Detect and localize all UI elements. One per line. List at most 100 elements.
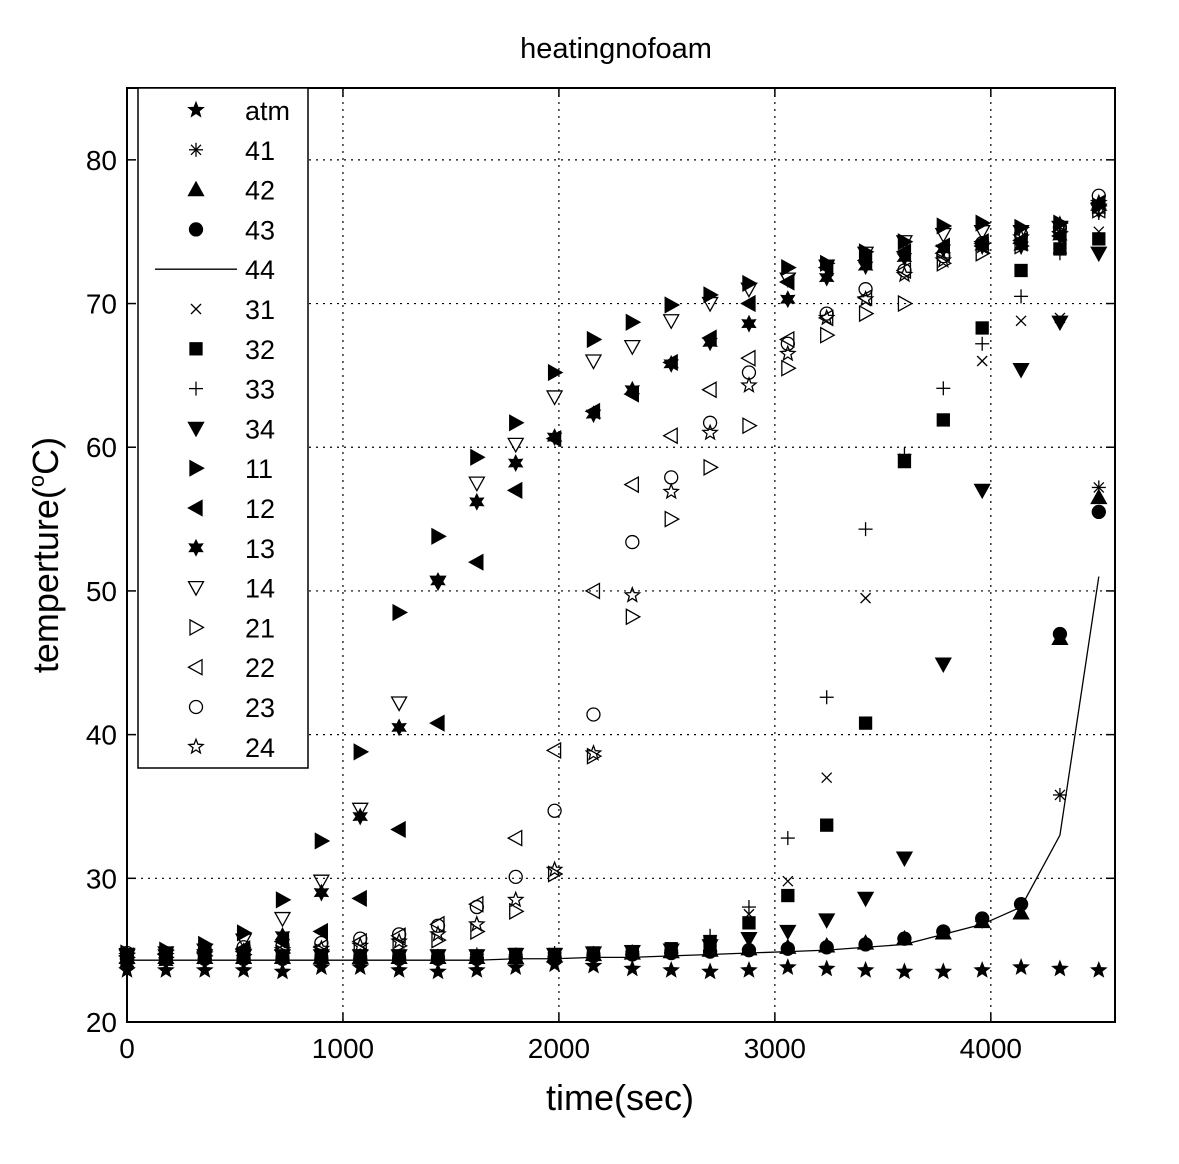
data-point-11	[781, 259, 797, 277]
data-point-34	[662, 943, 680, 959]
legend-marker-33	[189, 381, 203, 396]
data-point-21	[625, 608, 642, 626]
data-point-23	[1052, 220, 1068, 235]
legend-label: atm	[245, 96, 290, 126]
data-point-21	[742, 417, 758, 435]
data-point-24	[429, 924, 447, 942]
data-point-34	[1012, 362, 1030, 379]
data-point-11	[470, 448, 486, 466]
legend-marker-31	[190, 303, 202, 315]
data-point-34	[584, 946, 603, 962]
data-point-42	[1012, 903, 1030, 920]
marker-stroke	[1015, 315, 1027, 327]
data-point-atm	[467, 960, 486, 978]
marker-stroke	[190, 303, 202, 315]
data-point-34	[468, 949, 486, 965]
series-atm	[118, 955, 1108, 980]
data-point-43	[897, 931, 912, 946]
data-point-24	[273, 940, 292, 958]
y-tick-label: 50	[86, 576, 117, 607]
data-point-21	[431, 931, 447, 949]
legend-label: 12	[245, 494, 275, 524]
legend-item-32: 32	[189, 335, 275, 365]
data-point-33	[897, 447, 912, 462]
x-tick-label: 0	[119, 1033, 135, 1064]
data-point-23	[547, 803, 562, 818]
legend-item-43: 43	[188, 215, 275, 245]
legend-label: 31	[245, 295, 275, 325]
data-point-atm	[934, 962, 953, 980]
data-point-33	[819, 690, 834, 705]
data-point-14	[701, 296, 719, 313]
data-point-atm	[662, 961, 680, 978]
data-point-34	[507, 947, 525, 964]
data-point-23	[391, 927, 407, 942]
legend-marker-21	[189, 618, 205, 637]
data-point-23	[702, 415, 718, 430]
data-point-43	[819, 940, 834, 955]
data-point-21	[198, 947, 214, 965]
legend-marker-11	[189, 459, 205, 477]
data-point-24	[1012, 228, 1030, 245]
legend-label: 43	[245, 215, 275, 245]
grid	[127, 88, 1115, 1022]
data-point-34	[623, 944, 641, 961]
data-point-23	[197, 943, 212, 958]
data-point-24	[662, 482, 680, 500]
data-point-41	[1091, 480, 1106, 495]
data-point-21	[159, 948, 175, 966]
data-point-atm	[1089, 961, 1108, 978]
data-point-21	[936, 254, 953, 272]
marker-stroke	[782, 875, 794, 887]
data-point-atm	[351, 958, 370, 975]
y-tick-label: 80	[86, 145, 117, 176]
y-label-main: temperture(	[25, 487, 66, 673]
data-point-23	[625, 534, 640, 550]
x-axis-label: time(sec)	[546, 1077, 694, 1118]
legend-label: 21	[245, 613, 275, 643]
data-point-atm	[778, 958, 797, 975]
data-point-22	[506, 829, 523, 847]
data-point-11	[392, 603, 408, 622]
data-point-24	[701, 423, 719, 441]
data-point-11	[586, 330, 603, 349]
data-point-21	[275, 944, 292, 962]
data-point-23	[275, 938, 290, 953]
data-point-24	[934, 251, 953, 268]
legend-label: 14	[245, 574, 275, 604]
data-point-23	[858, 282, 873, 297]
data-point-34	[740, 932, 758, 948]
legend-item-41: 41	[189, 136, 275, 166]
data-point-32	[781, 888, 795, 903]
data-point-12	[312, 922, 329, 941]
data-point-33	[936, 381, 951, 396]
data-point-13	[585, 405, 602, 424]
marker-stroke	[1054, 789, 1066, 801]
legend-marker-24	[187, 737, 205, 755]
legend-label: 13	[245, 534, 275, 564]
legend-marker-23	[188, 699, 204, 715]
data-point-43	[858, 937, 873, 952]
data-point-atm	[1012, 958, 1030, 975]
legend-label: 23	[245, 693, 275, 723]
data-point-24	[817, 308, 836, 326]
legend-marker-34	[187, 421, 205, 438]
data-point-32	[858, 716, 873, 730]
data-point-32	[936, 413, 950, 427]
legend-marker-atm	[187, 100, 205, 118]
data-point-atm	[856, 961, 875, 978]
data-point-21	[858, 304, 875, 323]
data-point-24	[973, 236, 992, 254]
data-point-34	[934, 657, 952, 674]
data-point-14	[740, 282, 758, 299]
data-point-23	[508, 869, 523, 885]
data-point-33	[1052, 246, 1067, 261]
data-point-atm	[740, 960, 758, 978]
data-point-32	[1014, 263, 1028, 278]
legend-item-33: 33	[189, 375, 275, 405]
data-point-23	[1091, 188, 1106, 203]
data-point-14	[390, 696, 408, 712]
data-point-11	[353, 743, 370, 761]
legend-item-22: 22	[187, 653, 275, 683]
data-point-13	[780, 290, 796, 309]
